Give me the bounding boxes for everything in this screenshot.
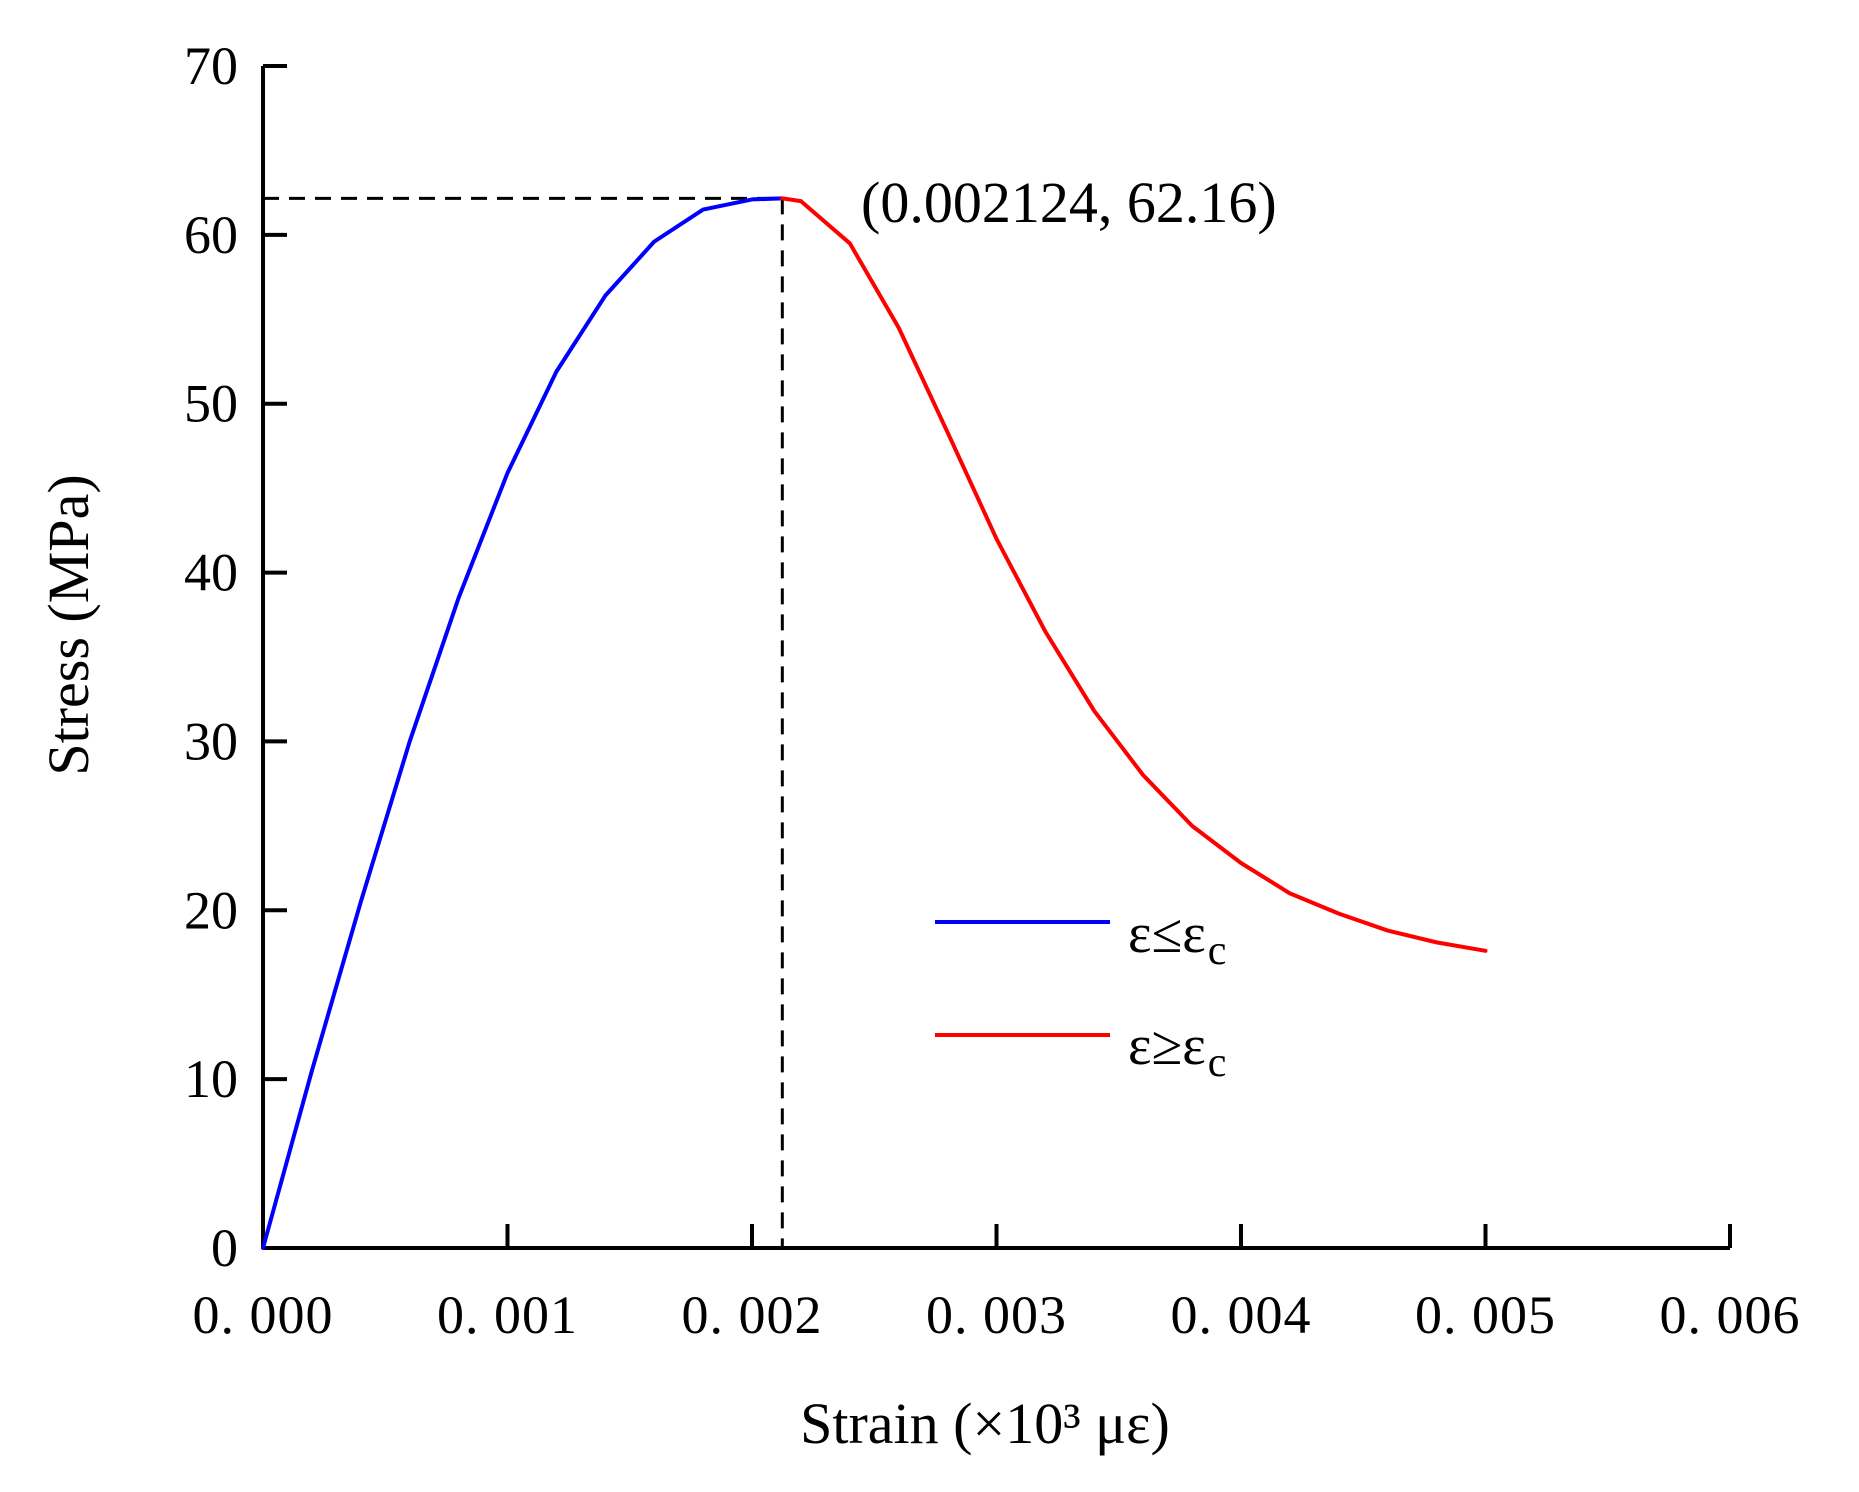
y-tick-label: 60 (184, 205, 238, 265)
x-tick-label: 0. 004 (1171, 1285, 1312, 1345)
y-tick-label: 20 (184, 880, 238, 940)
legend-label-ascending: ε≤εc (1128, 903, 1226, 974)
legend-label-descending: ε≥εc (1128, 1015, 1226, 1086)
y-tick-label: 10 (184, 1049, 238, 1109)
legend-subscript: c (1208, 928, 1227, 974)
series-layer (261, 196, 1488, 1250)
x-tick-label: 0. 000 (193, 1285, 334, 1345)
y-tick-label: 0 (211, 1218, 238, 1278)
x-tick-label: 0. 001 (437, 1285, 578, 1345)
labels-layer: 0 10 20 30 40 50 60 70 0. 000 0. 001 0. 002 0. 003 0… (36, 36, 1801, 1456)
axes-layer (261, 64, 1732, 1250)
x-tick-label: 0. 002 (682, 1285, 823, 1345)
legend-symbol: ε≥ε (1128, 1015, 1206, 1077)
legend-layer: ε≤εcε≥εc (935, 903, 1226, 1086)
y-axis-label: Stress (MPa) (36, 474, 101, 775)
peak-label: (0.002124, 62.16) (861, 170, 1277, 235)
peak-guides-layer (263, 196, 784, 1248)
legend-symbol: ε≤ε (1128, 903, 1206, 965)
x-tick-label: 0. 006 (1660, 1285, 1801, 1345)
ascending-stress-curve (261, 196, 785, 1250)
y-tick-label: 30 (184, 711, 238, 771)
x-axis-label: Strain (×10³ με) (800, 1391, 1170, 1456)
descending-stress-curve (780, 196, 1488, 953)
x-tick-label: 0. 003 (926, 1285, 1067, 1345)
y-tick-label: 70 (184, 36, 238, 96)
y-tick-label: 40 (184, 543, 238, 603)
x-tick-label: 0. 005 (1415, 1285, 1556, 1345)
y-tick-label: 50 (184, 374, 238, 434)
legend-subscript: c (1208, 1040, 1227, 1086)
